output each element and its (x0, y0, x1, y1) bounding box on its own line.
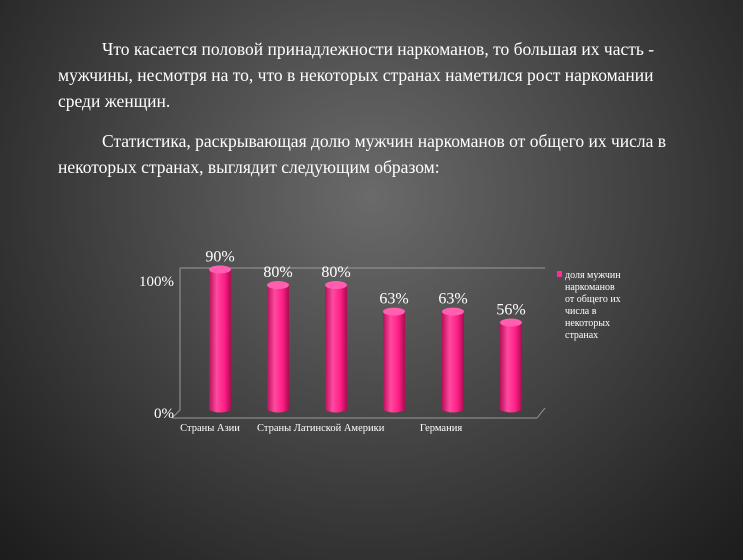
data-label: 63% (438, 291, 467, 308)
paragraph-1-text: Что касается половой принадлежности нарк… (58, 39, 655, 111)
ytick-label: 0% (154, 406, 174, 422)
data-label: 90% (205, 248, 234, 265)
chart-axes (171, 267, 546, 419)
category-label: Германия (420, 423, 462, 434)
bar (267, 281, 289, 413)
ytick-label: 100% (139, 274, 174, 290)
chart-bars (209, 265, 522, 413)
paragraph-2-text: Статистика, раскрывающая долю мужчин нар… (58, 131, 667, 177)
chart-data-labels: 90% 80% 80% 63% 63% 56% (205, 248, 525, 318)
data-label: 80% (321, 264, 350, 281)
bar (209, 265, 231, 413)
bar (500, 318, 522, 413)
legend-swatch (557, 271, 562, 277)
legend-text-line: от общего их (565, 294, 621, 305)
chart-floor-edge (536, 407, 546, 419)
data-label: 80% (263, 264, 292, 281)
paragraph-gender-statement: Что касается половой принадлежности нарк… (58, 36, 698, 114)
legend-text-line: странах (565, 330, 598, 341)
category-label: Страны Латинской Америки (257, 423, 385, 434)
category-label: Страны Азии (180, 423, 240, 434)
chart-axis-corner (171, 409, 181, 419)
legend-text-line: доля мужчин (565, 270, 621, 281)
bar (383, 307, 405, 413)
bar (325, 281, 347, 413)
data-label: 63% (379, 291, 408, 308)
data-label: 56% (496, 302, 525, 319)
chart-ytick-labels: 100% 0% (139, 274, 174, 422)
bar (442, 307, 464, 413)
legend-text-line: числа в (565, 306, 597, 317)
legend-text-line: наркоманов (565, 282, 615, 293)
chart-category-labels: Страны Азии Страны Латинской Америки Герма… (180, 423, 462, 434)
legend-text-line: некоторых (565, 318, 610, 329)
paragraph-statistics-intro: Статистика, раскрывающая долю мужчин нар… (58, 128, 698, 180)
